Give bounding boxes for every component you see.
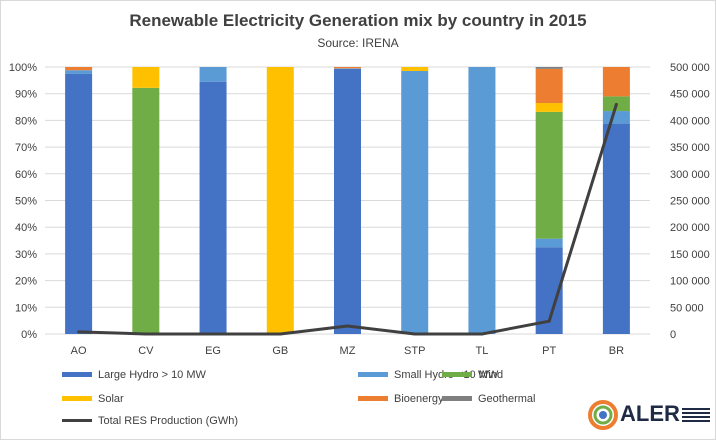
total-line-point [413, 332, 417, 336]
bar-segment [132, 87, 160, 335]
bar-segment [334, 68, 361, 69]
y-axis-left: 0% 10% 20% 30% 40% 50% 60% 70% 80% 90% 100% [9, 62, 37, 341]
total-line [77, 102, 618, 336]
bar-segment [468, 67, 496, 334]
bar-segment [132, 67, 160, 88]
total-line-point [278, 332, 282, 336]
bar-segment [334, 68, 361, 334]
y2-tick-label: 350 000 [670, 142, 710, 154]
legend-swatch [442, 396, 472, 401]
bar-segment [266, 67, 294, 334]
x-tick-label: GB [272, 345, 288, 357]
x-tick-label: MZ [340, 345, 356, 357]
x-axis: AO CV EG GB MZ STP TL PT BR [71, 345, 624, 357]
bar-segment [602, 123, 630, 334]
legend-label: Solar [98, 393, 124, 405]
legend-swatch [358, 396, 388, 401]
y-tick-label: 100% [9, 62, 37, 74]
y-tick-label: 10% [15, 302, 37, 314]
bar-segment [199, 81, 227, 334]
y-tick-label: 90% [15, 89, 37, 101]
bar-segment [65, 73, 93, 335]
bars [65, 67, 630, 335]
y-tick-label: 20% [15, 276, 37, 288]
x-tick-label: TL [476, 345, 489, 357]
bar-segment [65, 67, 93, 71]
total-line-point [547, 319, 551, 323]
legend-label: Geothermal [478, 393, 535, 405]
total-line-point [614, 102, 618, 106]
x-tick-label: AO [71, 345, 87, 357]
y-axis-right: 0 50 000 100 000 150 000 200 000 250 000 300 0… [670, 62, 710, 341]
legend-label: Bioenergy [394, 393, 444, 405]
y2-tick-label: 0 [670, 329, 676, 341]
bar-segment [602, 111, 630, 124]
bar-segment [602, 67, 630, 97]
x-tick-label: EG [205, 345, 221, 357]
chart-subtitle: Source: IRENA [317, 36, 398, 50]
y-tick-label: 0% [21, 329, 37, 341]
y2-tick-label: 50 000 [670, 302, 704, 314]
x-tick-label: STP [404, 345, 425, 357]
bar-segment [535, 238, 563, 248]
x-tick-label: CV [138, 345, 154, 357]
total-line-point [144, 332, 148, 336]
legend-label: Wind [478, 369, 503, 381]
y2-tick-label: 250 000 [670, 196, 710, 208]
total-line-point [77, 330, 81, 334]
y-tick-label: 70% [15, 142, 37, 154]
legend-swatch [442, 372, 472, 377]
x-tick-label: PT [542, 345, 556, 357]
total-line-point [480, 332, 484, 336]
y2-tick-label: 100 000 [670, 276, 710, 288]
y-tick-label: 60% [15, 169, 37, 181]
x-tick-label: BR [609, 345, 624, 357]
y-tick-label: 30% [15, 249, 37, 261]
total-line-point [346, 324, 349, 328]
aler-logo: ALER [586, 398, 712, 432]
bar-segment [401, 71, 429, 334]
y-tick-label: 40% [15, 222, 37, 234]
bar-segment [535, 103, 563, 112]
legend-label: Large Hydro > 10 MW [98, 369, 207, 381]
chart-title: Renewable Electricity Generation mix by … [129, 11, 586, 30]
y2-tick-label: 500 000 [670, 62, 710, 74]
y2-tick-label: 400 000 [670, 115, 710, 127]
legend-swatch [62, 372, 92, 377]
bar-segment [199, 67, 227, 82]
y2-tick-label: 150 000 [670, 249, 710, 261]
legend-label: Total RES Production (GWh) [98, 415, 238, 427]
y2-tick-label: 300 000 [670, 169, 710, 181]
total-line-point [211, 332, 215, 336]
legend-swatch [62, 396, 92, 401]
y2-tick-label: 200 000 [670, 222, 710, 234]
bar-segment [401, 67, 429, 72]
logo-tagline-icon [682, 406, 710, 424]
bar-segment [535, 67, 563, 69]
bar-segment [535, 68, 563, 104]
y-tick-label: 80% [15, 115, 37, 127]
y2-tick-label: 450 000 [670, 89, 710, 101]
logo-text: ALER [620, 401, 680, 426]
bar-segment [334, 67, 361, 69]
bar-segment [535, 111, 563, 239]
y-tick-label: 50% [15, 196, 37, 208]
bar-segment [65, 70, 93, 74]
aler-swirl-icon [588, 400, 618, 430]
legend-swatch [358, 372, 388, 377]
